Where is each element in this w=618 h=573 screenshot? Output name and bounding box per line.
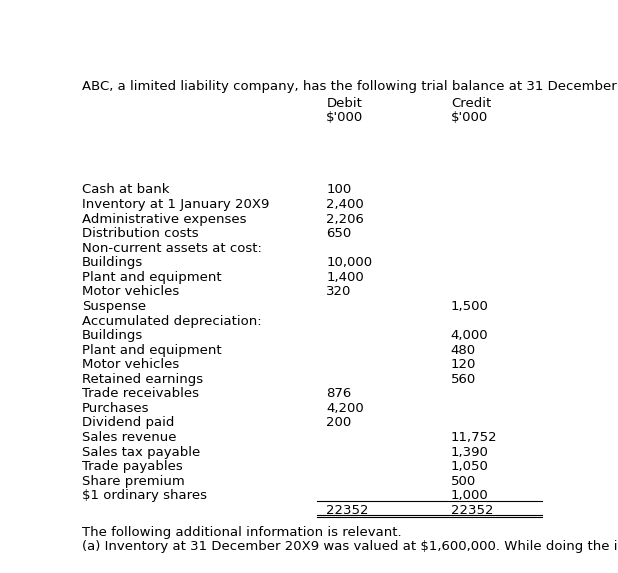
Text: Non-current assets at cost:: Non-current assets at cost: (82, 242, 262, 255)
Text: Cash at bank: Cash at bank (82, 183, 169, 197)
Text: 2,400: 2,400 (326, 198, 364, 211)
Text: Sales tax payable: Sales tax payable (82, 446, 200, 458)
Text: Sales revenue: Sales revenue (82, 431, 177, 444)
Text: 1,050: 1,050 (451, 460, 489, 473)
Text: 1,390: 1,390 (451, 446, 489, 458)
Text: 1,000: 1,000 (451, 489, 489, 502)
Text: The following additional information is relevant.: The following additional information is … (82, 525, 402, 539)
Text: Trade payables: Trade payables (82, 460, 183, 473)
Text: $'000: $'000 (451, 111, 488, 124)
Text: Debit: Debit (326, 97, 362, 111)
Text: 2,206: 2,206 (326, 213, 364, 226)
Text: 4,000: 4,000 (451, 329, 488, 342)
Text: Buildings: Buildings (82, 329, 143, 342)
Text: Motor vehicles: Motor vehicles (82, 285, 179, 299)
Text: Retained earnings: Retained earnings (82, 373, 203, 386)
Text: 200: 200 (326, 417, 352, 429)
Text: 320: 320 (326, 285, 352, 299)
Text: (a) Inventory at 31 December 20X9 was valued at $1,600,000. While doing the inve: (a) Inventory at 31 December 20X9 was va… (82, 540, 618, 553)
Text: 120: 120 (451, 358, 476, 371)
Text: Dividend paid: Dividend paid (82, 417, 174, 429)
Text: $'000: $'000 (326, 111, 363, 124)
Text: 1,400: 1,400 (326, 271, 364, 284)
Text: Suspense: Suspense (82, 300, 146, 313)
Text: Plant and equipment: Plant and equipment (82, 271, 222, 284)
Text: 650: 650 (326, 227, 352, 240)
Text: Accumulated depreciation:: Accumulated depreciation: (82, 315, 261, 328)
Text: Share premium: Share premium (82, 474, 185, 488)
Text: 22352: 22352 (326, 504, 369, 517)
Text: Distribution costs: Distribution costs (82, 227, 198, 240)
Text: ABC, a limited liability company, has the following trial balance at 31 December: ABC, a limited liability company, has th… (82, 80, 618, 93)
Text: 500: 500 (451, 474, 476, 488)
Text: Buildings: Buildings (82, 256, 143, 269)
Text: Credit: Credit (451, 97, 491, 111)
Text: Motor vehicles: Motor vehicles (82, 358, 179, 371)
Text: 4,200: 4,200 (326, 402, 364, 415)
Text: 11,752: 11,752 (451, 431, 497, 444)
Text: Inventory at 1 January 20X9: Inventory at 1 January 20X9 (82, 198, 269, 211)
Text: 100: 100 (326, 183, 352, 197)
Text: 560: 560 (451, 373, 476, 386)
Text: 1,500: 1,500 (451, 300, 489, 313)
Text: Trade receivables: Trade receivables (82, 387, 199, 401)
Text: Purchases: Purchases (82, 402, 150, 415)
Text: Plant and equipment: Plant and equipment (82, 344, 222, 356)
Text: 480: 480 (451, 344, 476, 356)
Text: 10,000: 10,000 (326, 256, 373, 269)
Text: Administrative expenses: Administrative expenses (82, 213, 247, 226)
Text: $1 ordinary shares: $1 ordinary shares (82, 489, 207, 502)
Text: 22352: 22352 (451, 504, 493, 517)
Text: 876: 876 (326, 387, 352, 401)
